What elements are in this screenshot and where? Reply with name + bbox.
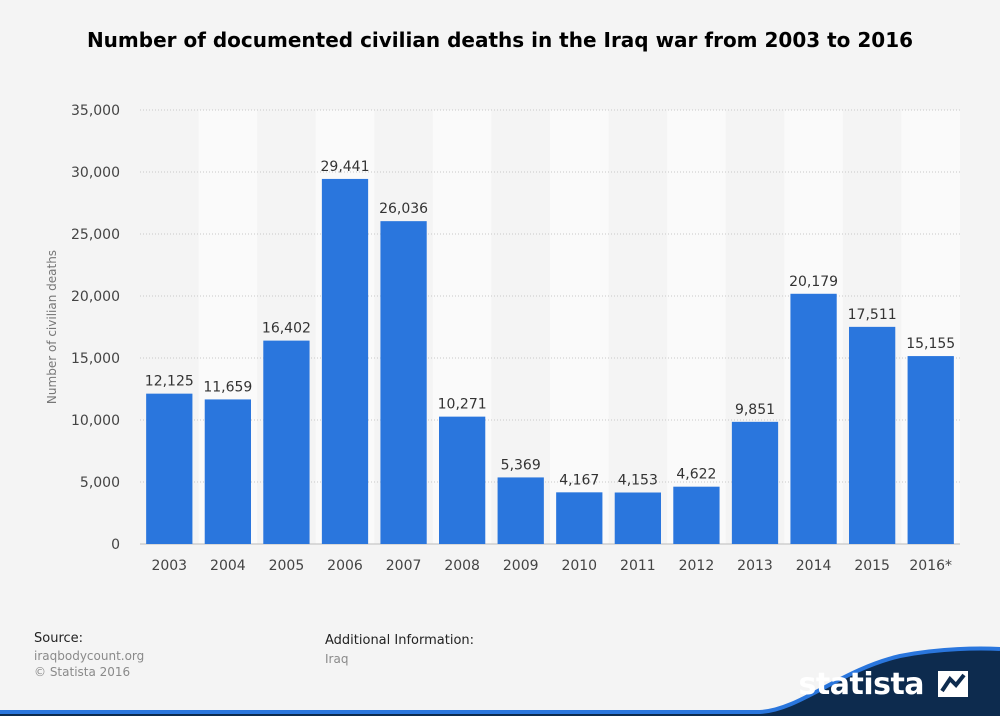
footer-wave-accent <box>0 646 1000 714</box>
y-tick-label: 15,000 <box>71 351 120 367</box>
x-tick-label: 2015 <box>854 558 890 574</box>
bar-value-label: 26,036 <box>379 201 428 217</box>
source-label: Source: <box>34 631 84 646</box>
x-tick-label: 2003 <box>151 558 187 574</box>
bar-value-label: 9,851 <box>735 402 775 418</box>
x-tick-label: 2016* <box>909 558 952 574</box>
statista-logo-icon <box>938 671 968 697</box>
bar-value-label: 4,622 <box>676 467 716 483</box>
x-tick-label: 2006 <box>327 558 363 574</box>
additional-info-label: Additional Information: <box>325 633 475 648</box>
chart-title: Number of documented civilian deaths in … <box>86 28 914 52</box>
x-tick-label: 2013 <box>737 558 773 574</box>
bar-value-label: 20,179 <box>789 274 838 290</box>
y-tick-label: 20,000 <box>71 289 120 305</box>
bar-value-label: 10,271 <box>438 397 487 413</box>
x-tick-label: 2009 <box>503 558 539 574</box>
y-tick-label: 35,000 <box>71 103 120 119</box>
bar <box>380 221 427 544</box>
x-tick-label: 2011 <box>620 558 656 574</box>
bar <box>321 178 369 545</box>
bar-value-label: 29,441 <box>321 159 370 175</box>
bar-value-label: 16,402 <box>262 321 311 337</box>
bar <box>731 421 779 544</box>
bar <box>614 492 661 544</box>
y-tick-label: 0 <box>111 537 120 553</box>
x-tick-label: 2014 <box>796 558 832 574</box>
bar <box>790 293 837 544</box>
bar <box>497 477 544 544</box>
footer-wave-shape <box>0 648 1000 716</box>
source-line-2: © Statista 2016 <box>34 665 131 679</box>
source-line-1: iraqbodycount.org <box>34 649 145 663</box>
bar <box>263 340 310 544</box>
y-axis-title: Number of civilian deaths <box>45 250 59 404</box>
bar <box>907 356 954 544</box>
additional-info-text: Iraq <box>325 652 349 666</box>
y-tick-label: 25,000 <box>71 227 120 243</box>
x-tick-label: 2012 <box>679 558 715 574</box>
x-tick-label: 2005 <box>269 558 305 574</box>
bar-value-label: 15,155 <box>906 336 955 352</box>
bar-value-label: 4,167 <box>559 472 599 488</box>
column-band <box>550 110 609 544</box>
x-tick-label: 2010 <box>561 558 597 574</box>
bar-value-label: 4,153 <box>618 473 658 489</box>
bar <box>146 393 193 544</box>
footer-wave <box>0 646 1000 716</box>
statista-logo-text: statista <box>798 667 925 702</box>
column-band <box>667 110 726 544</box>
y-tick-label: 5,000 <box>80 475 120 491</box>
y-tick-label: 10,000 <box>71 413 120 429</box>
bar <box>204 399 251 544</box>
bar-value-label: 17,511 <box>848 307 897 323</box>
statista-logo[interactable]: statista <box>799 667 968 702</box>
x-tick-label: 2008 <box>444 558 480 574</box>
bar <box>556 492 603 544</box>
bar <box>673 486 720 544</box>
bar-value-label: 12,125 <box>145 374 194 390</box>
bar-chart: 0 5,000 10,000 15,000 20,000 25,000 30,000 35,0… <box>45 103 960 574</box>
bar <box>849 326 896 544</box>
bar <box>439 416 486 544</box>
bar-value-label: 5,369 <box>501 457 541 473</box>
x-tick-label: 2007 <box>386 558 422 574</box>
y-tick-label: 30,000 <box>71 165 120 181</box>
x-tick-label: 2004 <box>210 558 246 574</box>
bar-value-label: 11,659 <box>203 379 252 395</box>
